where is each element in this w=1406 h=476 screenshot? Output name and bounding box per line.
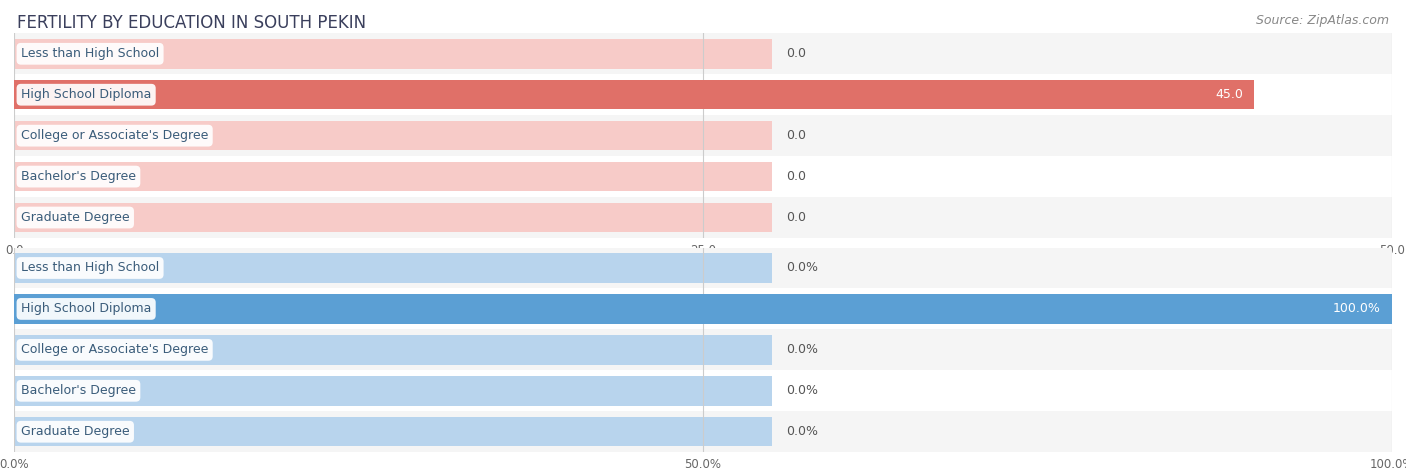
Bar: [14, 115, 1392, 156]
Bar: [14, 39, 772, 69]
Bar: [14, 288, 1392, 329]
Text: High School Diploma: High School Diploma: [21, 302, 152, 316]
Text: FERTILITY BY EDUCATION IN SOUTH PEKIN: FERTILITY BY EDUCATION IN SOUTH PEKIN: [17, 14, 366, 32]
Text: College or Associate's Degree: College or Associate's Degree: [21, 343, 208, 357]
Bar: [14, 294, 772, 324]
Text: 0.0%: 0.0%: [786, 425, 818, 438]
Bar: [14, 203, 772, 232]
Bar: [14, 417, 772, 446]
Text: High School Diploma: High School Diploma: [21, 88, 152, 101]
Text: 0.0: 0.0: [786, 170, 806, 183]
Text: Source: ZipAtlas.com: Source: ZipAtlas.com: [1256, 14, 1389, 27]
Text: 100.0%: 100.0%: [1333, 302, 1381, 316]
Bar: [14, 33, 1392, 74]
Text: Less than High School: Less than High School: [21, 47, 159, 60]
Bar: [14, 294, 1392, 324]
Bar: [14, 156, 1392, 197]
Text: Graduate Degree: Graduate Degree: [21, 425, 129, 438]
Bar: [14, 74, 1392, 115]
Text: Less than High School: Less than High School: [21, 261, 159, 275]
Text: 0.0%: 0.0%: [786, 261, 818, 275]
Text: Bachelor's Degree: Bachelor's Degree: [21, 170, 136, 183]
Bar: [14, 162, 772, 191]
Text: 0.0%: 0.0%: [786, 343, 818, 357]
Bar: [14, 376, 772, 406]
Text: Graduate Degree: Graduate Degree: [21, 211, 129, 224]
Text: 0.0: 0.0: [786, 47, 806, 60]
Text: College or Associate's Degree: College or Associate's Degree: [21, 129, 208, 142]
Bar: [14, 335, 772, 365]
Text: 0.0: 0.0: [786, 211, 806, 224]
Bar: [14, 370, 1392, 411]
Bar: [14, 80, 1254, 109]
Bar: [14, 248, 1392, 288]
Text: 45.0: 45.0: [1215, 88, 1243, 101]
Bar: [14, 411, 1392, 452]
Bar: [14, 253, 772, 283]
Bar: [14, 329, 1392, 370]
Text: 0.0%: 0.0%: [786, 384, 818, 397]
Bar: [14, 121, 772, 150]
Bar: [14, 80, 772, 109]
Bar: [14, 197, 1392, 238]
Text: 0.0: 0.0: [786, 129, 806, 142]
Text: Bachelor's Degree: Bachelor's Degree: [21, 384, 136, 397]
